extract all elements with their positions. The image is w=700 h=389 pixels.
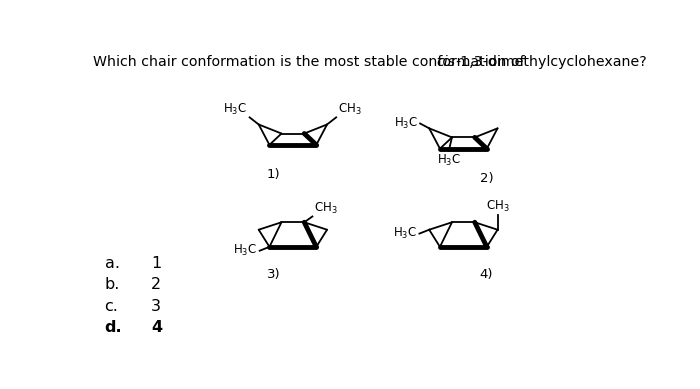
Text: c.: c. xyxy=(104,299,118,314)
Text: 1): 1) xyxy=(267,168,280,181)
Text: H$_3$C: H$_3$C xyxy=(223,102,247,117)
Text: CH$_3$: CH$_3$ xyxy=(486,199,510,214)
Text: H$_3$C: H$_3$C xyxy=(393,226,417,241)
Text: Which chair conformation is the most stable conformation of: Which chair conformation is the most sta… xyxy=(93,55,529,69)
Text: 2: 2 xyxy=(151,277,161,292)
Text: 4): 4) xyxy=(480,268,494,281)
Text: cis: cis xyxy=(436,55,455,69)
Text: 4: 4 xyxy=(151,320,162,335)
Text: d.: d. xyxy=(104,320,122,335)
Text: 3: 3 xyxy=(151,299,161,314)
Text: CH$_3$: CH$_3$ xyxy=(337,102,361,117)
Text: 1: 1 xyxy=(151,256,161,271)
Text: 3): 3) xyxy=(267,268,280,281)
Text: H$_3$C: H$_3$C xyxy=(394,116,418,131)
Text: CH$_3$: CH$_3$ xyxy=(314,202,337,216)
Text: b.: b. xyxy=(104,277,120,292)
Text: H$_3$C: H$_3$C xyxy=(437,153,461,168)
Text: 2): 2) xyxy=(480,172,494,185)
Text: -1,3-dimethylcyclohexane?: -1,3-dimethylcyclohexane? xyxy=(455,55,647,69)
Text: H$_3$C: H$_3$C xyxy=(233,243,258,258)
Text: a.: a. xyxy=(104,256,120,271)
